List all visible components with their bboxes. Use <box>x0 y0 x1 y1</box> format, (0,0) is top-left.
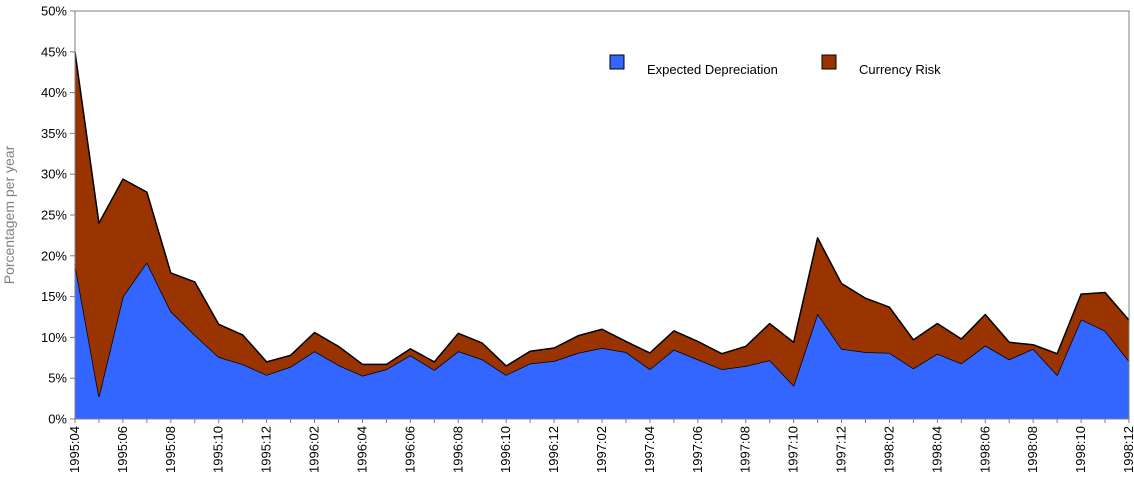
x-tick-label: 1996:06 <box>402 426 417 473</box>
series-currency-risk-area <box>75 51 1129 397</box>
x-tick-label: 1998:12 <box>1121 426 1134 473</box>
y-tick-label: 30% <box>41 167 67 182</box>
y-tick-label: 10% <box>41 330 67 345</box>
legend-swatch-expected-depreciation <box>609 54 625 70</box>
x-tick-label: 1997:02 <box>594 426 609 473</box>
x-tick-label: 1996:08 <box>450 426 465 473</box>
legend-label-expected-depreciation: Expected Depreciation <box>647 62 778 77</box>
series-currency-risk-line <box>74 51 1130 367</box>
y-tick-label: 25% <box>41 208 67 223</box>
y-tick-label: 45% <box>41 44 67 59</box>
x-tick-label: 1996:10 <box>498 426 513 473</box>
legend-swatch-currency-risk <box>821 54 837 70</box>
chart-areas <box>74 51 1130 419</box>
x-tick-label: 1996:12 <box>546 426 561 473</box>
x-tick-label: 1997:10 <box>786 426 801 473</box>
x-tick-label: 1998:04 <box>929 426 944 473</box>
x-tick-label: 1997:04 <box>642 426 657 473</box>
x-tick-label: 1997:12 <box>834 426 849 473</box>
x-tick-label: 1996:04 <box>354 426 369 473</box>
legend-label-currency-risk: Currency Risk <box>859 62 941 77</box>
y-tick-label: 50% <box>41 4 67 19</box>
x-tick-label: 1998:06 <box>977 426 992 473</box>
x-tick-label: 1995:08 <box>163 426 178 473</box>
x-tick-label: 1998:10 <box>1073 426 1088 473</box>
y-tick-label: 20% <box>41 248 67 263</box>
legend: Expected Depreciation Currency Risk <box>609 54 941 77</box>
y-axis: 0% 5% 10% 15% 20% 25% 30% 35% 40% 45% 50% <box>41 4 75 427</box>
x-axis: 1995:04 1995:06 1995:08 1995:10 1995:12 1996:… <box>67 419 1134 473</box>
y-tick-label: 40% <box>41 85 67 100</box>
y-tick-label: 35% <box>41 126 67 141</box>
x-tick-label: 1995:04 <box>67 426 82 473</box>
x-tick-label: 1998:02 <box>881 426 896 473</box>
x-tick-label: 1997:06 <box>690 426 705 473</box>
y-tick-label: 15% <box>41 289 67 304</box>
x-tick-label: 1995:10 <box>211 426 226 473</box>
y-tick-label: 5% <box>48 371 67 386</box>
series-expected-depreciation-area <box>75 262 1129 419</box>
y-axis-label: Porcentagem per year <box>1 145 17 284</box>
x-tick-label: 1995:06 <box>115 426 130 473</box>
x-tick-label: 1996:02 <box>307 426 322 473</box>
x-tick-label: 1997:08 <box>738 426 753 473</box>
y-tick-label: 0% <box>48 412 67 427</box>
x-tick-label: 1998:08 <box>1025 426 1040 473</box>
x-tick-label: 1995:12 <box>259 426 274 473</box>
